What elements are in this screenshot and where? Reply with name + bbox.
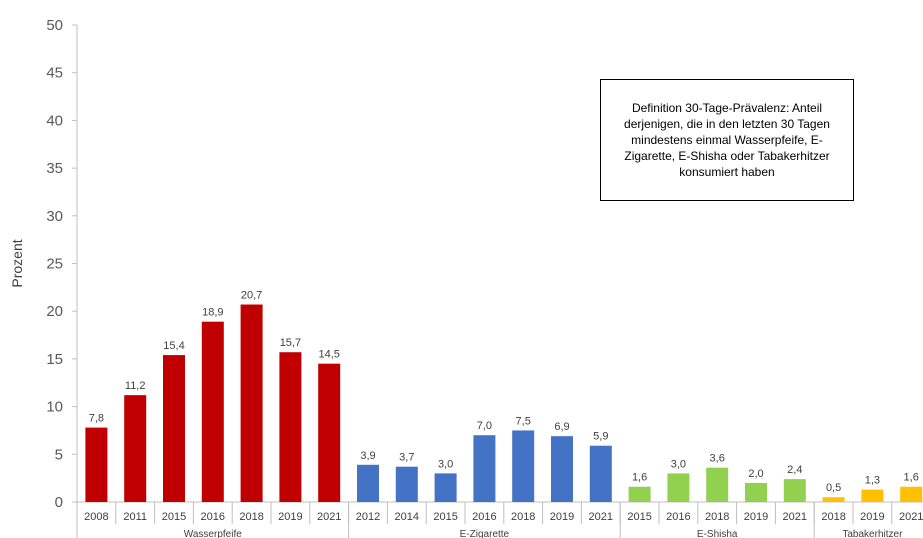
x-tick-label: 2016 xyxy=(472,511,496,523)
data-label: 1,3 xyxy=(865,475,880,487)
data-label: 7,0 xyxy=(477,420,492,432)
data-label: 18,9 xyxy=(202,307,223,319)
bar xyxy=(822,497,845,502)
bar xyxy=(473,435,496,502)
data-label: 5,9 xyxy=(593,431,608,443)
bar xyxy=(201,321,224,502)
data-label: 14,5 xyxy=(318,349,339,361)
data-label: 15,7 xyxy=(280,337,301,349)
y-tick-label: 25 xyxy=(46,256,63,273)
data-label: 20,7 xyxy=(241,290,262,302)
data-label: 11,2 xyxy=(125,380,146,392)
y-tick-label: 15 xyxy=(46,351,63,368)
x-tick-label: 2018 xyxy=(511,511,535,523)
x-tick-label: 2014 xyxy=(395,511,419,523)
group-label: E-Zigarette xyxy=(460,529,510,538)
group-label: Tabakerhitzer xyxy=(842,529,903,538)
data-label: 7,8 xyxy=(89,413,104,425)
y-tick-label: 20 xyxy=(46,303,63,320)
x-tick-label: 2021 xyxy=(317,511,341,523)
bar xyxy=(745,482,767,502)
y-tick-label: 50 xyxy=(46,17,63,34)
x-tick-label: 2018 xyxy=(239,511,263,523)
bar xyxy=(434,473,457,502)
data-label: 2,0 xyxy=(748,468,763,480)
bar xyxy=(706,467,729,502)
bar xyxy=(85,427,108,502)
x-tick-label: 2019 xyxy=(860,511,884,523)
bar xyxy=(395,466,418,502)
x-tick-label: 2021 xyxy=(899,511,923,523)
bar xyxy=(900,486,923,502)
x-tick-label: 2019 xyxy=(278,511,302,523)
y-tick-label: 40 xyxy=(46,112,63,129)
data-label: 1,6 xyxy=(632,472,647,484)
x-tick-label: 2015 xyxy=(433,511,457,523)
y-tick-label: 0 xyxy=(55,494,63,511)
y-axis-title: Prozent xyxy=(9,239,25,287)
data-label: 7,5 xyxy=(516,415,531,427)
bar xyxy=(551,436,573,502)
x-tick-label: 2012 xyxy=(356,511,380,523)
bar xyxy=(318,363,341,502)
data-label: 0,5 xyxy=(826,482,841,494)
bar xyxy=(783,479,806,502)
data-label: 15,4 xyxy=(163,340,184,352)
definition-annotation-box: Definition 30-Tage-Prävalenz: Anteil der… xyxy=(600,79,854,201)
bar xyxy=(279,352,302,502)
data-label: 3,7 xyxy=(399,452,414,464)
data-label: 1,6 xyxy=(904,472,919,484)
data-label: 6,9 xyxy=(554,421,569,433)
x-tick-label: 2011 xyxy=(123,511,147,523)
y-tick-label: 30 xyxy=(46,208,63,225)
group-label: E-Shisha xyxy=(697,529,738,538)
y-tick-label: 5 xyxy=(55,446,63,463)
bar xyxy=(240,304,263,502)
bar xyxy=(861,489,884,502)
x-tick-label: 2019 xyxy=(550,511,574,523)
bar xyxy=(124,395,147,502)
x-tick-label: 2021 xyxy=(783,511,807,523)
bar xyxy=(163,355,185,502)
bar xyxy=(512,430,535,502)
definition-annotation-text: Definition 30-Tage-Prävalenz: Anteil der… xyxy=(624,101,830,179)
group-label: Wasserpfeife xyxy=(184,529,242,538)
bar xyxy=(667,473,690,502)
x-tick-label: 2021 xyxy=(589,511,613,523)
x-tick-label: 2015 xyxy=(627,511,651,523)
x-tick-label: 2018 xyxy=(705,511,729,523)
data-label: 3,9 xyxy=(360,450,375,462)
x-tick-label: 2016 xyxy=(666,511,690,523)
x-tick-label: 2015 xyxy=(162,511,186,523)
bar xyxy=(357,464,379,502)
x-tick-label: 2008 xyxy=(84,511,108,523)
y-tick-label: 10 xyxy=(46,399,63,416)
x-tick-label: 2018 xyxy=(821,511,845,523)
data-label: 3,0 xyxy=(438,458,453,470)
data-label: 3,0 xyxy=(671,458,686,470)
bar xyxy=(589,445,612,502)
x-tick-label: 2016 xyxy=(201,511,225,523)
data-label: 3,6 xyxy=(710,453,725,465)
bar xyxy=(628,486,651,502)
y-tick-label: 45 xyxy=(46,65,63,82)
x-tick-label: 2019 xyxy=(744,511,768,523)
y-tick-label: 35 xyxy=(46,160,63,177)
data-label: 2,4 xyxy=(787,464,802,476)
